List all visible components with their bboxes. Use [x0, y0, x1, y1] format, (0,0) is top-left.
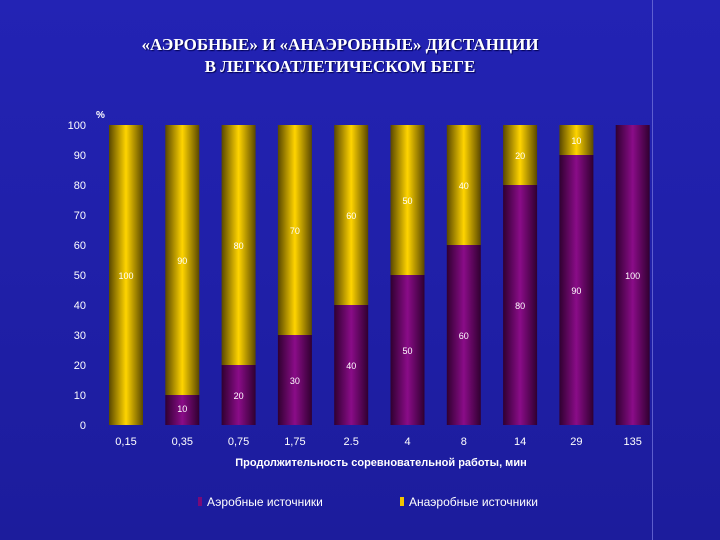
data-label-aerobic: 60 — [459, 331, 469, 341]
data-label-anaerobic: 70 — [290, 226, 300, 236]
y-tick-label: 10 — [74, 390, 86, 402]
data-label-aerobic: 20 — [234, 391, 244, 401]
legend-swatch — [198, 497, 202, 506]
data-label-aerobic: 10 — [177, 404, 187, 414]
data-label-aerobic: 50 — [402, 346, 412, 356]
y-tick-label: 30 — [74, 330, 86, 342]
bar-anaerobic — [503, 125, 538, 185]
x-tick-label: 135 — [624, 436, 642, 448]
bar-anaerobic — [334, 125, 369, 305]
bar-anaerobic — [165, 125, 200, 395]
slide-frame-line — [652, 0, 653, 540]
title-line-1: «АЭРОБНЫЕ» И «АНАЭРОБНЫЕ» ДИСТАНЦИИ — [141, 35, 539, 54]
legend-swatch — [400, 497, 404, 506]
bar-anaerobic — [559, 125, 594, 155]
bar-aerobic — [446, 245, 481, 425]
legend: Аэробные источники Анаэробные источники — [198, 495, 538, 509]
data-label-anaerobic: 90 — [177, 256, 187, 266]
bar-aerobic — [277, 335, 312, 425]
y-tick-label: 100 — [68, 120, 86, 132]
bars-group: 100 10 90 20 80 30 70 40 60 50 50 60 40 80 20 90 10 100 — [109, 125, 650, 425]
bar-aerobic — [221, 365, 256, 425]
data-label-aerobic: 100 — [625, 271, 640, 281]
x-tick-label: 0,75 — [228, 436, 249, 448]
y-tick-label: 90 — [74, 150, 86, 162]
data-label-aerobic: 40 — [346, 361, 356, 371]
bar-aerobic — [559, 155, 594, 425]
x-tick-label: 4 — [404, 436, 410, 448]
bar-anaerobic — [277, 125, 312, 335]
bar-aerobic — [165, 395, 200, 425]
x-tick-label: 0,15 — [115, 436, 136, 448]
slide-title: «АЭРОБНЫЕ» И «АНАЭРОБНЫЕ» ДИСТАНЦИИ В ЛЕ… — [40, 34, 640, 78]
y-tick-label: 0 — [80, 420, 86, 432]
y-tick-label: 70 — [74, 210, 86, 222]
x-tick-label: 14 — [514, 436, 526, 448]
y-tick-label: 80 — [74, 180, 86, 192]
y-tick-label: 20 — [74, 360, 86, 372]
bar-anaerobic — [446, 125, 481, 245]
y-tick-label: 40 — [74, 300, 86, 312]
x-tick-label: 8 — [461, 436, 467, 448]
legend-label: Аэробные источники — [207, 495, 323, 509]
bar-anaerobic — [221, 125, 256, 365]
x-axis-label: Продолжительность соревновательной работ… — [235, 457, 526, 469]
legend-label: Анаэробные источники — [409, 495, 538, 509]
data-label-anaerobic: 80 — [234, 241, 244, 251]
data-label-anaerobic: 20 — [515, 151, 525, 161]
x-tick-label: 0,35 — [172, 436, 193, 448]
y-tick-label: 60 — [74, 240, 86, 252]
data-label-anaerobic: 10 — [571, 136, 581, 146]
x-tick-label: 29 — [570, 436, 582, 448]
y-tick-label: 50 — [74, 270, 86, 282]
data-label-anaerobic: 100 — [118, 271, 133, 281]
bar-aerobic — [615, 125, 650, 425]
data-label-anaerobic: 60 — [346, 211, 356, 221]
bar-aerobic — [334, 305, 369, 425]
x-tick-label: 2.5 — [344, 436, 359, 448]
title-line-2: В ЛЕГКОАТЛЕТИЧЕСКОМ БЕГЕ — [204, 57, 476, 76]
data-label-aerobic: 80 — [515, 301, 525, 311]
x-tick-label: 1,75 — [284, 436, 305, 448]
data-label-anaerobic: 40 — [459, 181, 469, 191]
bar-aerobic — [503, 185, 538, 425]
bar-anaerobic — [109, 125, 143, 425]
x-axis: 0,15 0,35 0,75 1,75 2.5 4 8 14 29 135 — [115, 436, 642, 448]
bar-anaerobic — [390, 125, 425, 275]
y-axis-label: % — [96, 110, 105, 121]
data-label-aerobic: 90 — [571, 286, 581, 296]
data-label-anaerobic: 50 — [402, 196, 412, 206]
data-label-aerobic: 30 — [290, 376, 300, 386]
y-axis: 0 10 20 30 40 50 60 70 80 90 100 — [68, 120, 86, 432]
bar-aerobic — [390, 275, 425, 425]
